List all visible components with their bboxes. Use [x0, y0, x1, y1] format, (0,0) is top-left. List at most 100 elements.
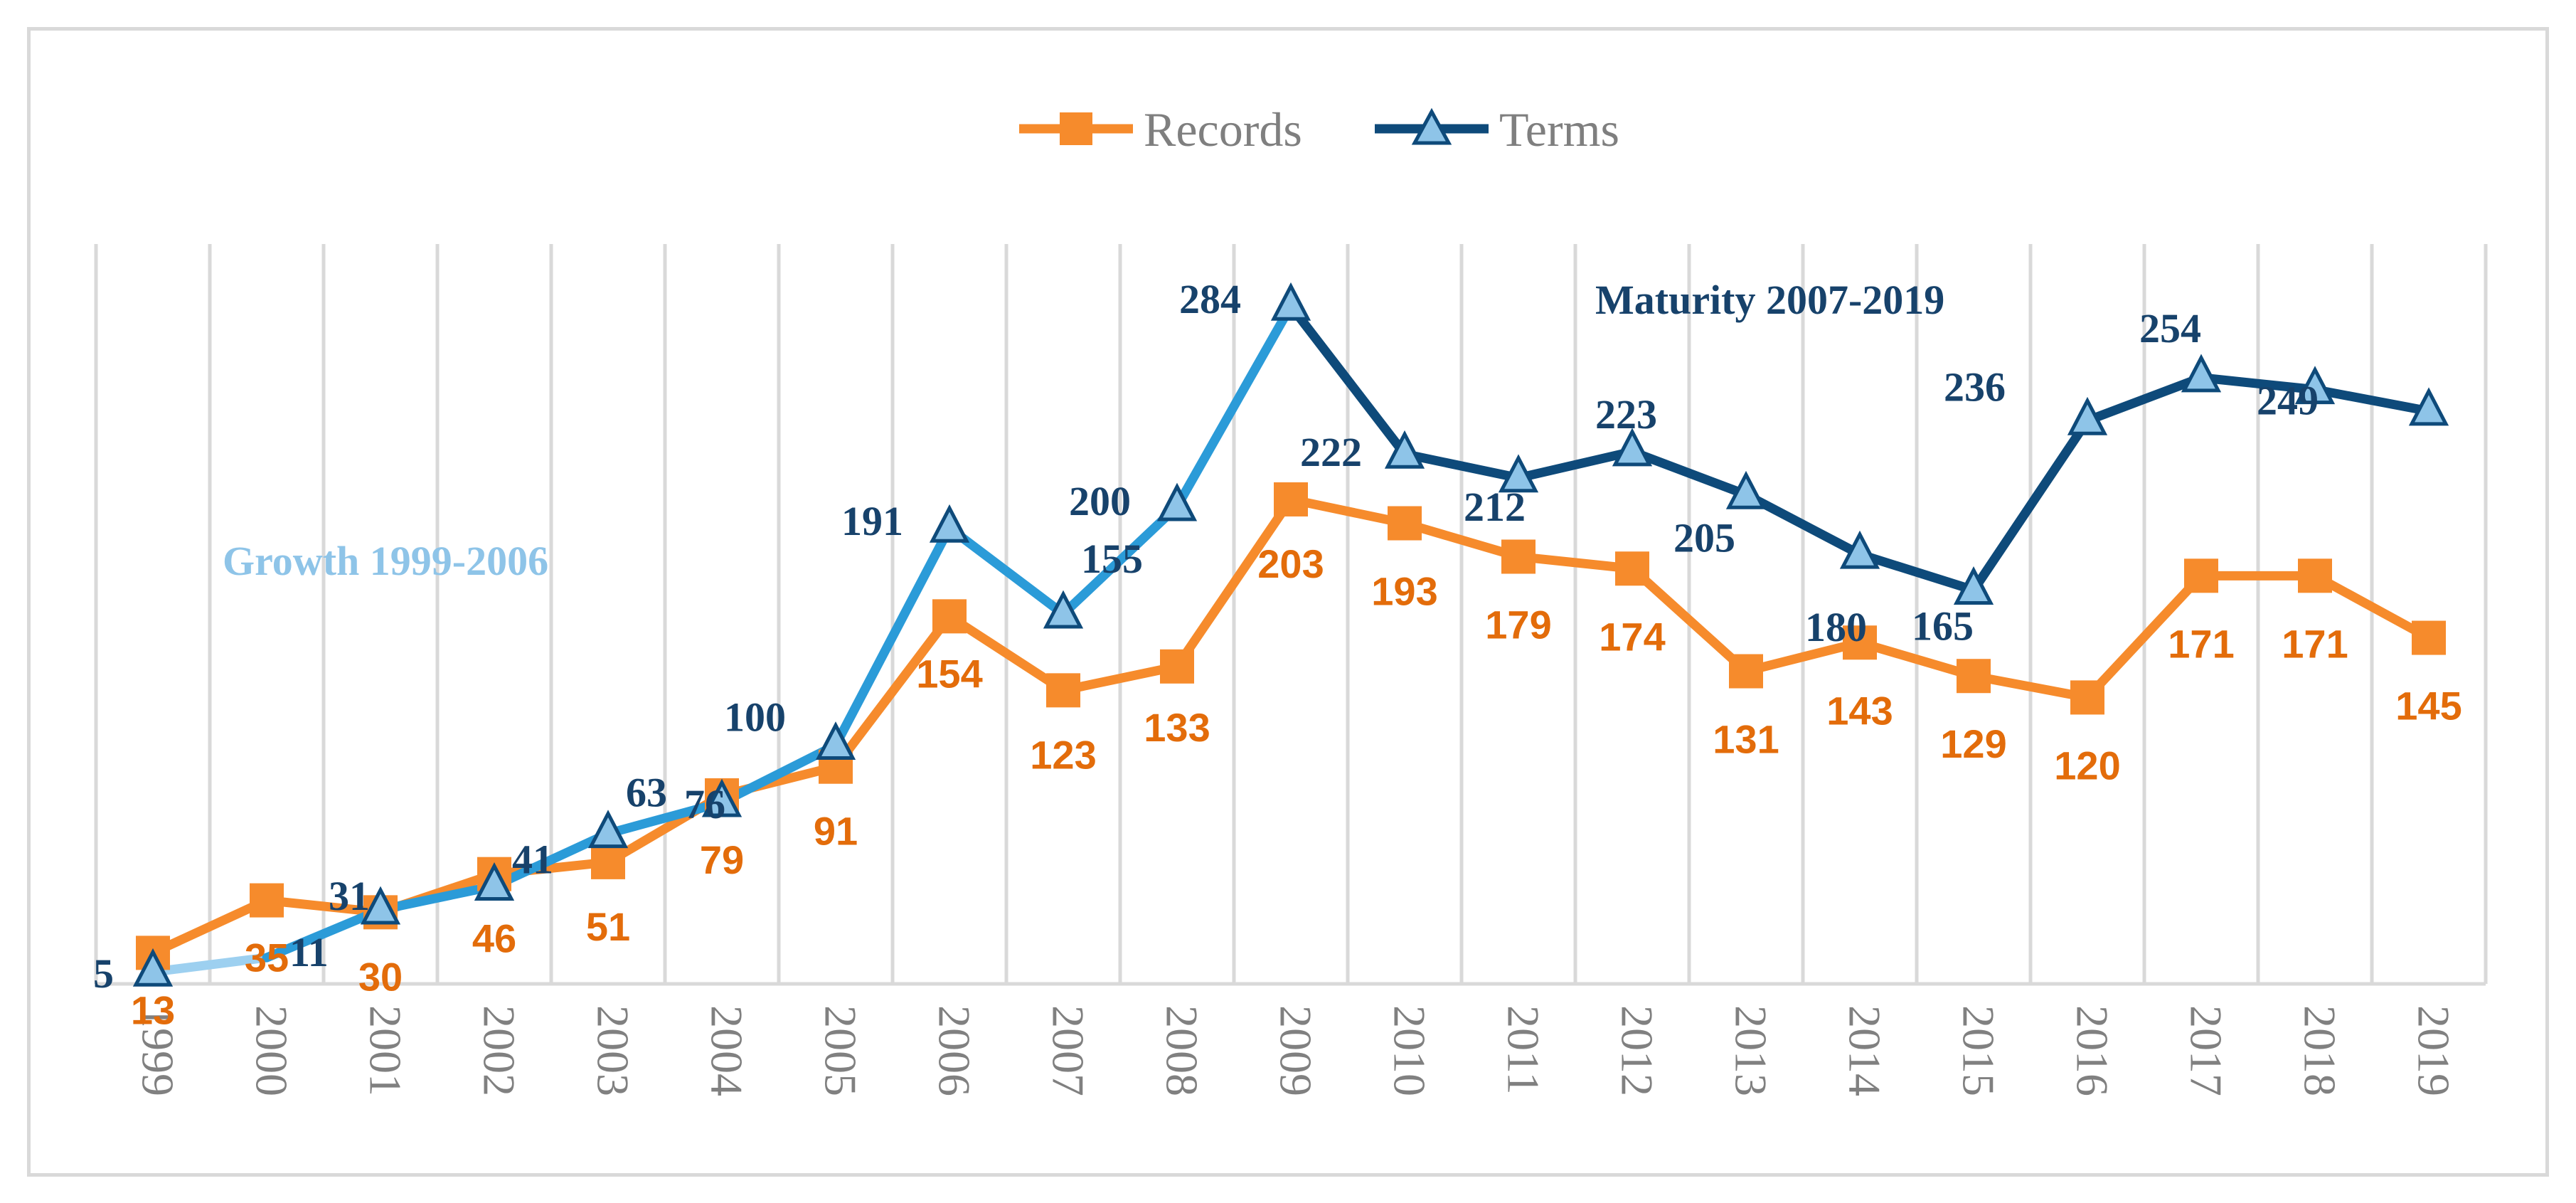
terms-line-segment-12	[1513, 447, 1637, 483]
terms-marker-2003	[587, 810, 629, 849]
terms-data-label-2009: 284	[1179, 276, 1241, 322]
records-data-label-2010: 193	[1371, 569, 1437, 614]
x-tick-label-2010: 2010	[1384, 1005, 1435, 1096]
x-tick-label-1999: 1999	[132, 1005, 183, 1096]
terms-marker-2018	[2294, 366, 2336, 405]
terms-marker-2011	[1498, 454, 1539, 493]
terms-marker-2010	[1384, 430, 1425, 469]
records-marker-2006	[932, 599, 967, 634]
records-data-label-2012: 174	[1599, 614, 1665, 659]
legend: Records Terms	[1019, 102, 1619, 157]
x-tick-label-2002: 2002	[474, 1005, 524, 1096]
x-tick-label-2008: 2008	[1156, 1005, 1207, 1096]
records-marker-2011	[1501, 539, 1536, 574]
terms-data-label-2015: 165	[1912, 603, 1974, 649]
terms-data-label-2010: 222	[1300, 429, 1362, 475]
terms-data-label-2012: 223	[1595, 391, 1657, 438]
records-marker-2016	[2070, 680, 2104, 715]
records-data-label-2004: 79	[700, 837, 744, 882]
terms-data-label-2005: 100	[724, 694, 786, 741]
terms-line-segment-16	[1969, 415, 2092, 595]
terms-marker-2015	[1953, 566, 1994, 605]
terms-marker-1999	[132, 948, 174, 987]
x-tick-label-2013: 2013	[1725, 1005, 1776, 1096]
records-data-label-2006: 154	[916, 651, 982, 696]
series-markers	[132, 282, 2449, 987]
chart-frame: 1999 2000 2001 2002 2003 2004 2005 2006 2007 2008…	[27, 27, 2549, 1177]
x-tick-label-2001: 2001	[360, 1005, 410, 1096]
terms-marker-2005	[815, 721, 856, 761]
records-marker-2007	[1046, 673, 1080, 708]
terms-line-segment-4	[603, 797, 727, 839]
line-chart: 1999 2000 2001 2002 2003 2004 2005 2006 2007 2008…	[93, 102, 2488, 1096]
terms-data-label-2014: 180	[1805, 604, 1867, 650]
terms-line-segment-2	[376, 881, 499, 915]
terms-data-label-2008: 200	[1069, 478, 1131, 524]
x-tick-label-2000: 2000	[246, 1005, 297, 1096]
terms-marker-2012	[1612, 428, 1653, 467]
terms-line-segment-8	[1058, 502, 1182, 619]
gridlines	[94, 244, 2488, 984]
records-marker-2015	[1957, 659, 1991, 694]
terms-line-segment-10	[1286, 301, 1410, 459]
records-data-label-2007: 123	[1030, 732, 1096, 777]
terms-marker-2019	[2408, 387, 2449, 426]
terms-line-segment-1	[262, 905, 385, 963]
legend-terms-marker	[1411, 107, 1452, 145]
records-marker-2012	[1615, 551, 1649, 586]
legend-terms-label: Terms	[1499, 102, 1619, 157]
terms-marker-2013	[1725, 470, 1767, 509]
terms-data-label-2006: 191	[841, 498, 903, 544]
terms-data-label-2018: 249	[2257, 378, 2319, 424]
annotation-growth: Growth 1999-2006	[223, 538, 548, 584]
records-data-label-2000: 35	[245, 936, 289, 980]
x-tick-label-2009: 2009	[1270, 1005, 1321, 1096]
records-data-label-2002: 46	[472, 916, 516, 961]
terms-marker-2017	[2181, 354, 2222, 393]
terms-line-segment-9	[1172, 301, 1296, 512]
terms-data-label-2017: 254	[2139, 305, 2201, 351]
x-tick-label-2007: 2007	[1043, 1005, 1093, 1096]
terms-data-label-2016: 236	[1944, 364, 2006, 410]
terms-line-segment-13	[1627, 447, 1751, 499]
x-tick-label-2004: 2004	[701, 1005, 752, 1096]
terms-marker-2007	[1043, 590, 1084, 629]
x-tick-label-2011: 2011	[1498, 1005, 1548, 1095]
terms-data-label-2007: 155	[1081, 536, 1143, 582]
terms-data-label-2002: 41	[512, 836, 553, 882]
x-axis: 1999 2000 2001 2002 2003 2004 2005 2006 2007 2008…	[96, 982, 2486, 1096]
records-data-label-2008: 133	[1144, 705, 1210, 750]
terms-marker-2009	[1270, 282, 1311, 321]
terms-line-segment-14	[1741, 489, 1865, 559]
legend-records-marker	[1060, 112, 1092, 145]
records-marker-2017	[2184, 558, 2218, 593]
x-tick-label-2019: 2019	[2408, 1005, 2459, 1096]
records-data-label-2017: 171	[2168, 621, 2234, 666]
x-tick-label-2015: 2015	[1953, 1005, 2003, 1096]
records-data-label-2018: 171	[2282, 621, 2348, 666]
terms-data-label-2004: 76	[684, 781, 725, 827]
records-data-label-2001: 30	[358, 954, 403, 999]
terms-marker-2008	[1156, 482, 1198, 521]
x-tick-label-2016: 2016	[2067, 1005, 2117, 1096]
records-data-label-2019: 145	[2395, 684, 2461, 728]
records-data-label-2014: 143	[1826, 688, 1893, 733]
terms-marker-2006	[929, 504, 970, 543]
terms-marker-2004	[701, 778, 743, 817]
records-marker-2000	[250, 883, 284, 918]
terms-line-segment-17	[2082, 373, 2206, 425]
records-marker-2019	[2412, 620, 2446, 655]
x-tick-label-2003: 2003	[587, 1005, 638, 1096]
records-marker-2018	[2298, 558, 2332, 593]
terms-line-segment-15	[1855, 549, 1979, 595]
terms-marker-2002	[474, 862, 515, 901]
records-marker-2003	[591, 844, 625, 879]
terms-data-label-2001: 31	[329, 873, 370, 919]
records-data-label-2003: 51	[586, 904, 630, 949]
records-marker-2010	[1388, 506, 1422, 541]
x-tick-label-2005: 2005	[815, 1005, 866, 1096]
records-marker-2013	[1729, 654, 1763, 689]
terms-line-segment-0	[148, 953, 272, 977]
records-marker-2009	[1274, 482, 1308, 516]
x-tick-label-2014: 2014	[1839, 1005, 1890, 1096]
